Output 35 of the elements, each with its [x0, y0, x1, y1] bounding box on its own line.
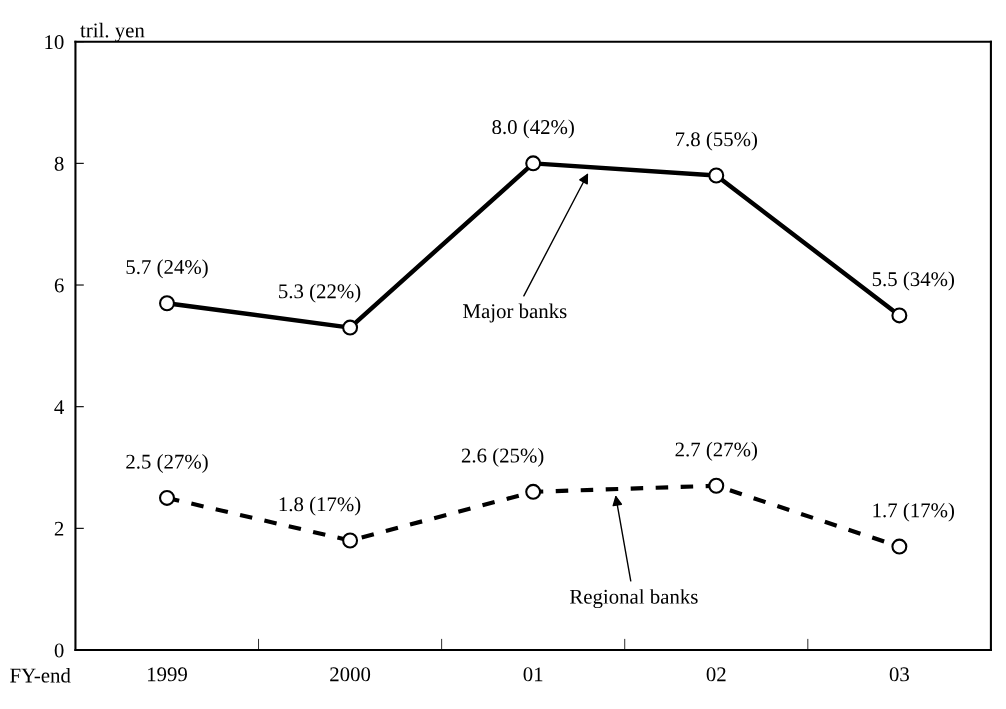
data-label: 1.7 (17%)	[873, 502, 955, 522]
y-tick-label: 2	[54, 521, 64, 536]
y-tick-label: 8	[54, 156, 64, 171]
data-label: 7.8 (55%)	[675, 131, 758, 151]
point	[708, 167, 725, 184]
point	[525, 155, 542, 172]
text: Major banks	[463, 303, 567, 323]
data-label: 5.7 (24%)	[126, 259, 208, 279]
data-label: 5.3 (22%)	[279, 283, 361, 303]
y-axis-title: tril. yen	[80, 22, 145, 42]
y-tick-label: 0	[54, 643, 64, 658]
x-tick-label: 1999	[148, 667, 187, 682]
y-tick-label: 4	[54, 400, 65, 414]
data-label: 8.0 (42%)	[492, 119, 574, 139]
data-label: 2.7 (27%)	[675, 441, 758, 461]
x-tick-label: 2000	[330, 667, 371, 682]
data-label: 1.8 (17%)	[279, 496, 361, 516]
x-tick-label: 02	[706, 667, 726, 682]
point	[159, 295, 175, 312]
point	[891, 307, 908, 324]
x-tick-label: 03	[889, 667, 909, 682]
point	[342, 319, 359, 336]
data-label: 2.5 (27%)	[126, 454, 208, 473]
y-tick-label: 10	[45, 35, 64, 50]
point	[708, 477, 725, 494]
data-label: 5.5 (34%)	[872, 271, 955, 291]
data-label: 2.6 (25%)	[461, 447, 544, 467]
x-tick-label: 01	[523, 667, 543, 682]
point	[891, 538, 908, 555]
point	[525, 483, 542, 500]
y-tick-label: 6	[54, 278, 64, 293]
point	[159, 489, 175, 506]
point	[342, 532, 359, 549]
x-axis-title: FY-end	[10, 667, 71, 683]
text: Regional banks	[569, 589, 698, 609]
